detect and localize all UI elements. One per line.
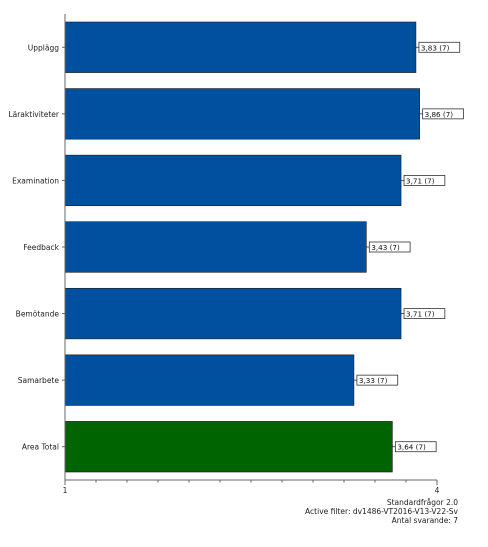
category-label-0: Upplägg (28, 43, 59, 52)
data-label-1: 3,86 (7) (425, 110, 454, 119)
footer-respondents: Antal svarande: 7 (391, 516, 458, 525)
data-labels-group: 3,83 (7) 3,86 (7) 3,71 (7) 3,43 (7) 3,71 (7)… (353, 41, 464, 453)
category-label-1: Läraktiviteter (8, 110, 59, 119)
x-tick-label-0: 1 (63, 486, 68, 495)
bar-4 (64, 287, 402, 340)
category-label-3: Feedback (23, 243, 59, 252)
data-label-box-5 (356, 374, 399, 386)
footer-active-filter: Active filter: dv1486-VT2016-V13-V22-Sv (305, 507, 458, 516)
data-label-box-6 (394, 441, 437, 453)
data-label-0: 3,83 (7) (421, 43, 450, 52)
category-labels-group: Upplägg Läraktiviteter Examination Feedback… (8, 43, 59, 451)
bar-6 (64, 421, 393, 473)
bar-3 (64, 221, 367, 273)
x-tick-label-1: 4 (435, 486, 440, 495)
data-label-5: 3,33 (7) (359, 376, 388, 385)
bar-1 (64, 88, 420, 140)
footer-questionnaire: Standardfrågor 2.0 (386, 498, 458, 507)
data-label-box-0 (418, 41, 461, 53)
bar-2 (64, 154, 402, 207)
chart-footer: Standardfrågor 2.0 Active filter: dv1486… (305, 498, 458, 525)
data-label-box-4 (403, 308, 446, 319)
data-label-box-3 (368, 241, 411, 253)
bar-0 (64, 21, 417, 73)
bar-5 (64, 354, 355, 406)
category-label-4: Bemötande (16, 310, 60, 319)
category-label-5: Samarbete (18, 376, 60, 385)
data-label-box-2 (403, 175, 446, 186)
data-label-4: 3,71 (7) (406, 310, 435, 319)
category-label-6: Area Total (22, 443, 59, 452)
category-label-2: Examination (12, 176, 59, 185)
data-label-box-1 (422, 108, 464, 120)
data-label-6: 3,64 (7) (397, 443, 426, 452)
bars-group (64, 21, 420, 473)
data-label-2: 3,71 (7) (406, 176, 435, 185)
data-label-3: 3,43 (7) (371, 243, 400, 252)
